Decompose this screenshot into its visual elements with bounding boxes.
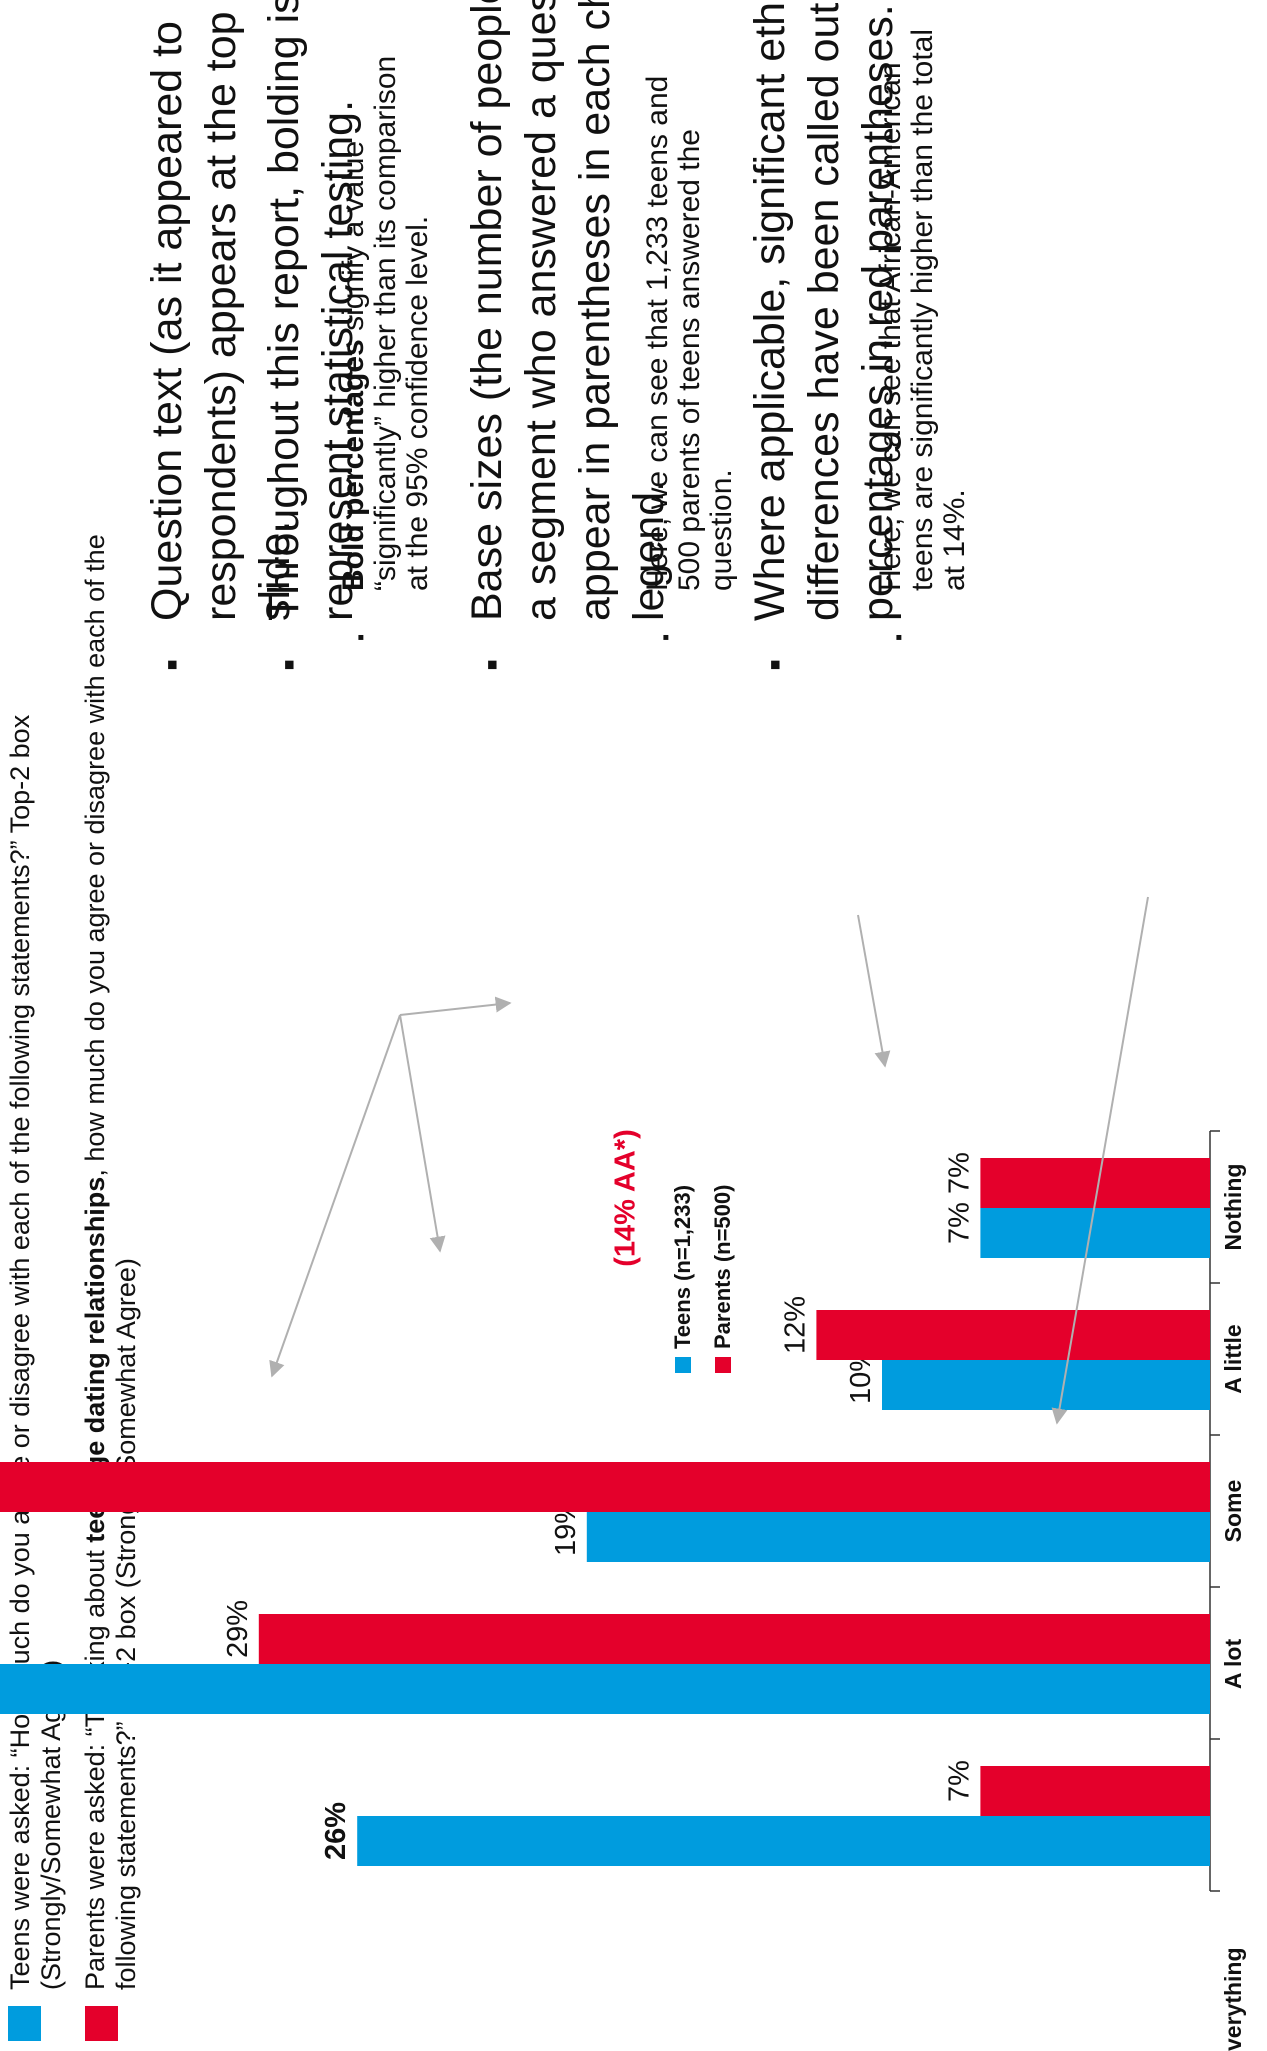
bar-parents-a-little	[816, 1310, 1211, 1360]
note-2-line-1: Throughout this report, bolding is used …	[260, 0, 308, 621]
bar-parents-some	[0, 1462, 1211, 1512]
bar-parents-nothing	[980, 1158, 1211, 1208]
bullet-2: ▪	[270, 658, 308, 671]
sub-bullet-4a: ▪	[888, 633, 910, 641]
note-base-size-example: Here, we can see that 1,233 teens and 50…	[641, 75, 738, 591]
annotation-aa: (14% AA*)	[609, 1129, 641, 1267]
bar-parents-everything	[980, 1766, 1211, 1816]
note-4a-line-3: at 14%.	[938, 489, 971, 591]
sub-bullet-2a: ▪	[350, 633, 372, 641]
bar-teens-a-lot	[0, 1664, 1211, 1714]
sub-bullet-3a: ▪	[655, 633, 677, 641]
note-2a-line-3: at the 95% confidence level.	[401, 215, 434, 591]
legend-swatch-parents	[715, 1357, 731, 1373]
note-4-line-2: differences have been called out next to	[800, 0, 848, 621]
note-4a-line-2: teens are significantly higher than the …	[906, 28, 939, 591]
note-aa-example: Here, we can see that African-American t…	[874, 28, 971, 591]
note-2a-rest: signify a value	[337, 140, 370, 340]
note-3a-line-2: 500 parents of teens answered the	[673, 129, 706, 591]
legend-label-parents: Parents (n=500)	[710, 1185, 735, 1349]
note-3-line-3: appear in parentheses in each chart’s	[571, 0, 619, 621]
note-3-line-2: a segment who answered a question)	[517, 0, 565, 621]
data-label-parents-everything: 7%	[943, 1760, 975, 1802]
data-label-parents-nothing: 7%	[943, 1152, 975, 1194]
bar-chart: 26%7%38%29%19%46%10%12%7%7%(14% AA*)Teen…	[0, 1129, 1220, 1892]
note-3-line-1: Base sizes (the number of people within	[463, 0, 511, 621]
note-4a-line-1: Here, we can see that African-American	[874, 62, 907, 591]
data-label-parents-a-lot: 29%	[222, 1600, 254, 1658]
note-1-line-2: respondents) appears at the top of each	[197, 0, 245, 621]
category-label-everything: verything	[1220, 1947, 1246, 2051]
data-label-teens-everything: 26%	[320, 1802, 352, 1860]
data-label-teens-nothing: 7%	[943, 1202, 975, 1244]
data-label-parents-a-little: 12%	[779, 1296, 811, 1354]
legend-swatch-teens	[675, 1357, 691, 1373]
note-3a-line-1: Here, we can see that 1,233 teens and	[641, 75, 674, 591]
note-4-line-1: Where applicable, significant ethnic	[746, 0, 794, 621]
note-1-line-1: Question text (as it appeared to	[143, 21, 191, 621]
bar-teens-nothing	[980, 1208, 1211, 1258]
bar-teens-some	[586, 1512, 1210, 1562]
note-2a-bold: Bold percentages	[337, 339, 370, 591]
bar-parents-a-lot	[258, 1614, 1210, 1664]
legend-label-teens: Teens (n=1,233)	[670, 1185, 695, 1349]
bar-teens-everything	[357, 1816, 1210, 1866]
note-3a-line-3: question.	[705, 469, 738, 591]
bullet-4: ▪	[756, 658, 794, 671]
note-bold-percentages: Bold percentages signify a value “signif…	[337, 55, 434, 591]
category-label-nothing: Nothing	[1220, 1163, 1246, 1251]
bullet-3: ▪	[473, 658, 511, 671]
note-2a-line-2: “significantly” higher than its comparis…	[369, 55, 402, 591]
bullet-1: ▪	[153, 658, 191, 671]
bar-teens-a-little	[882, 1360, 1210, 1410]
